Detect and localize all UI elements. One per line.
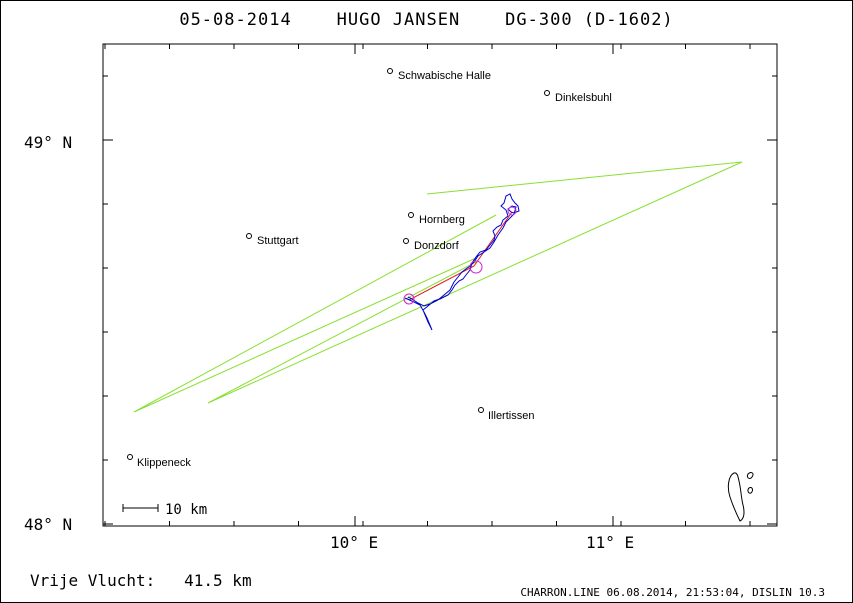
credits-line: CHARRON.LINE 06.08.2014, 21:53:04, DISLI… [520, 586, 825, 599]
page-title: 05-08-2014 HUGO JANSEN DG-300 (D-1602) [179, 10, 674, 30]
town-marker-icon [408, 212, 414, 218]
axis-ticks [103, 44, 777, 526]
town-marker-icon [246, 233, 252, 239]
lon-label-10: 10° E [330, 533, 378, 552]
town-marker-icon [387, 68, 393, 74]
town-label: Schwabische Halle [398, 70, 491, 82]
task-line-west [133, 214, 497, 413]
turnpoint-circle [469, 260, 483, 274]
lat-label-48: 48° N [24, 515, 72, 534]
town-label: Illertissen [488, 410, 534, 422]
start-circle [403, 293, 415, 305]
distance-readout: Vrije Vlucht: 41.5 km [30, 571, 252, 590]
distance-value: 41.5 km [184, 571, 252, 590]
town-hornberg: Hornberg [408, 212, 465, 226]
town-schwabische-halle: Schwabische Halle [387, 68, 491, 82]
town-marker-icon [544, 90, 550, 96]
town-marker-icon [127, 454, 133, 460]
town-marker-icon [403, 238, 409, 244]
town-dinkelsbuhl: Dinkelsbuhl [544, 90, 612, 104]
flight-track [404, 193, 520, 331]
town-donzdorf: Donzdorf [403, 238, 460, 252]
town-label: Dinkelsbuhl [555, 92, 612, 104]
town-stuttgart: Stuttgart [246, 233, 299, 247]
town-marker-icon [478, 407, 484, 413]
town-label: Stuttgart [257, 235, 299, 247]
scale-bar: 10 km [122, 502, 207, 518]
scale-bar-label: 10 km [165, 502, 207, 518]
town-label: Hornberg [419, 214, 465, 226]
task-line-east [207, 161, 743, 404]
town-illertissen: Illertissen [478, 407, 534, 422]
town-klippeneck: Klippeneck [127, 454, 191, 469]
leg-line [408, 211, 513, 301]
town-label: Klippeneck [137, 457, 191, 469]
plot-frame [102, 43, 778, 527]
lat-label-49: 49° N [24, 133, 72, 152]
lon-label-11: 11° E [586, 533, 634, 552]
distance-label: Vrije Vlucht: [30, 571, 156, 590]
town-label: Donzdorf [414, 240, 460, 252]
finish-circle [507, 206, 517, 216]
lake-icon [727, 472, 754, 522]
